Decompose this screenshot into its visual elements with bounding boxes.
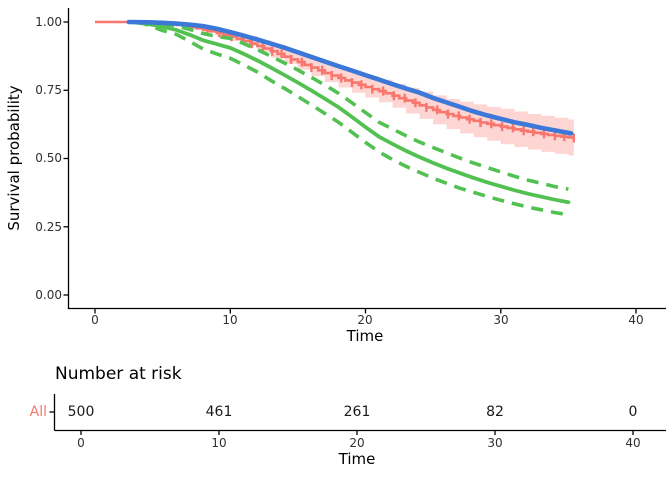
x-tick-label-0: 0 xyxy=(91,313,99,327)
risk-x-tick-label-30: 30 xyxy=(487,436,503,450)
risk-row-label-all: All xyxy=(29,404,47,420)
risk-table-title: Number at risk xyxy=(55,364,182,384)
parametric-fit-line xyxy=(133,20,571,205)
y-tick-label-0.50: 0.50 xyxy=(35,151,62,165)
risk-value-t10: 461 xyxy=(205,404,233,420)
risk-x-tick-label-40: 40 xyxy=(625,436,641,450)
risk-value-t0: 500 xyxy=(67,404,95,420)
x-tick-label-20: 20 xyxy=(357,313,373,327)
x-axis-title: Time xyxy=(346,327,384,345)
x-tick-label-40: 40 xyxy=(628,313,644,327)
risk-x-tick-label-10: 10 xyxy=(211,436,227,450)
risk-value-t20: 261 xyxy=(343,404,371,420)
y-tick-label-0.75: 0.75 xyxy=(35,83,62,97)
parametric-ci-upper-line xyxy=(142,20,569,191)
x-tick-label-10: 10 xyxy=(222,313,238,327)
y-tick-label-1.00: 1.00 xyxy=(35,15,62,29)
x-tick-label-30: 30 xyxy=(493,313,509,327)
y-tick-label-0.25: 0.25 xyxy=(35,220,62,234)
risk-value-t40: 0 xyxy=(628,404,638,420)
risk-x-axis-title: Time xyxy=(338,450,376,468)
risk-x-tick-label-0: 0 xyxy=(77,436,85,450)
risk-x-tick-label-20: 20 xyxy=(349,436,365,450)
y-tick-label-0.00: 0.00 xyxy=(35,288,62,302)
risk-value-t30: 82 xyxy=(486,404,504,420)
parametric-ci-lower-line xyxy=(141,21,569,217)
smooth-fit-line xyxy=(126,19,574,136)
